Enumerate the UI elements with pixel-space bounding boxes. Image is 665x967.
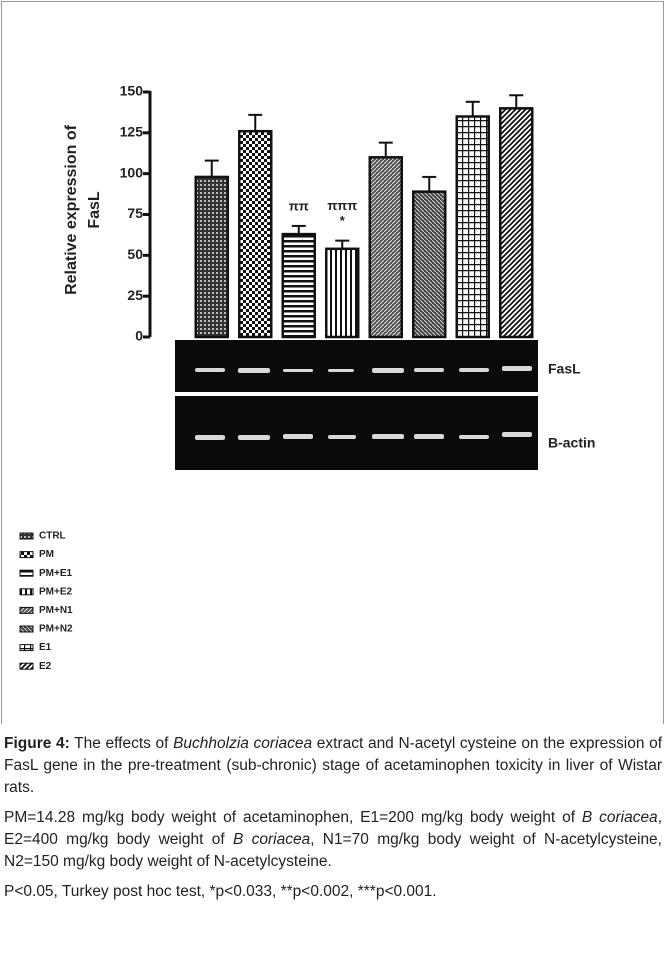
legend-label: E2 [39,661,52,672]
bar [455,115,490,339]
bar [281,232,316,339]
figure-label: Figure 4: [4,735,70,752]
y-tick-label: 50 [127,246,143,262]
legend-swatch [19,625,34,633]
caption-paragraph: PM=14.28 mg/kg body weight of acetaminop… [4,807,662,873]
caption-text: , E2=400 mg/kg body weight of [4,809,662,848]
legend-swatch [19,569,34,577]
y-tick-label: 100 [120,164,144,180]
bar [412,190,447,339]
caption: Figure 4: The effects of Buchholzia cori… [4,733,662,903]
figure-frame [1,1,664,724]
bar [499,107,534,339]
caption-paragraph: Figure 4: The effects of Buchholzia cori… [4,733,662,799]
legend-label: PM+N2 [39,624,73,635]
caption-text: PM=14.28 mg/kg body weight of acetaminop… [4,809,582,826]
legend-label: PM+E1 [39,568,73,579]
chart: Relative expression of FasL FasL B-actin… [19,83,595,672]
legend-swatch [19,644,34,652]
caption-paragraph: P<0.05, Turkey post hoc test, *p<0.033, … [4,883,437,900]
significance-label: πππ [327,198,357,213]
bar [238,129,273,339]
legend-swatch [19,662,34,670]
legend-swatch [19,551,34,559]
significance-label: * [340,213,346,228]
y-axis-label: Relative expression of [63,124,80,295]
significance-label: ππ [289,198,309,213]
gel-bands [195,366,532,440]
legend-label: E1 [39,642,52,653]
caption-text: B coriacea [232,831,311,848]
legend-swatch [19,588,34,596]
caption-text: , N1=70 mg/kg body weight of N-acetylcys… [4,831,662,870]
legend-label: CTRL [39,531,66,542]
gel-label: FasL [548,361,581,377]
legend-label: PM+N1 [39,605,73,616]
gel-label: B-actin [548,435,595,451]
y-axis-label: FasL [86,191,103,229]
y-tick-label: 25 [127,287,143,303]
bar [368,156,403,339]
legend-swatch [19,606,34,614]
caption-text: extract and N-acetyl cysteine on the exp… [4,735,663,796]
legend-label: PM+E2 [39,586,73,597]
bar [194,175,229,339]
y-tick-label: 125 [120,124,144,140]
y-tick-label: 150 [120,83,144,99]
gel-image [175,396,538,470]
bar [325,247,360,339]
legend-swatch [19,532,34,540]
caption-text: The effects of [69,735,174,752]
caption-text: B coriacea [581,809,658,826]
y-tick-label: 0 [135,328,143,344]
legend-label: PM [39,549,54,560]
y-tick-label: 75 [127,205,143,221]
gel-image [175,340,538,392]
caption-text: Buchholzia coriacea [173,735,313,752]
